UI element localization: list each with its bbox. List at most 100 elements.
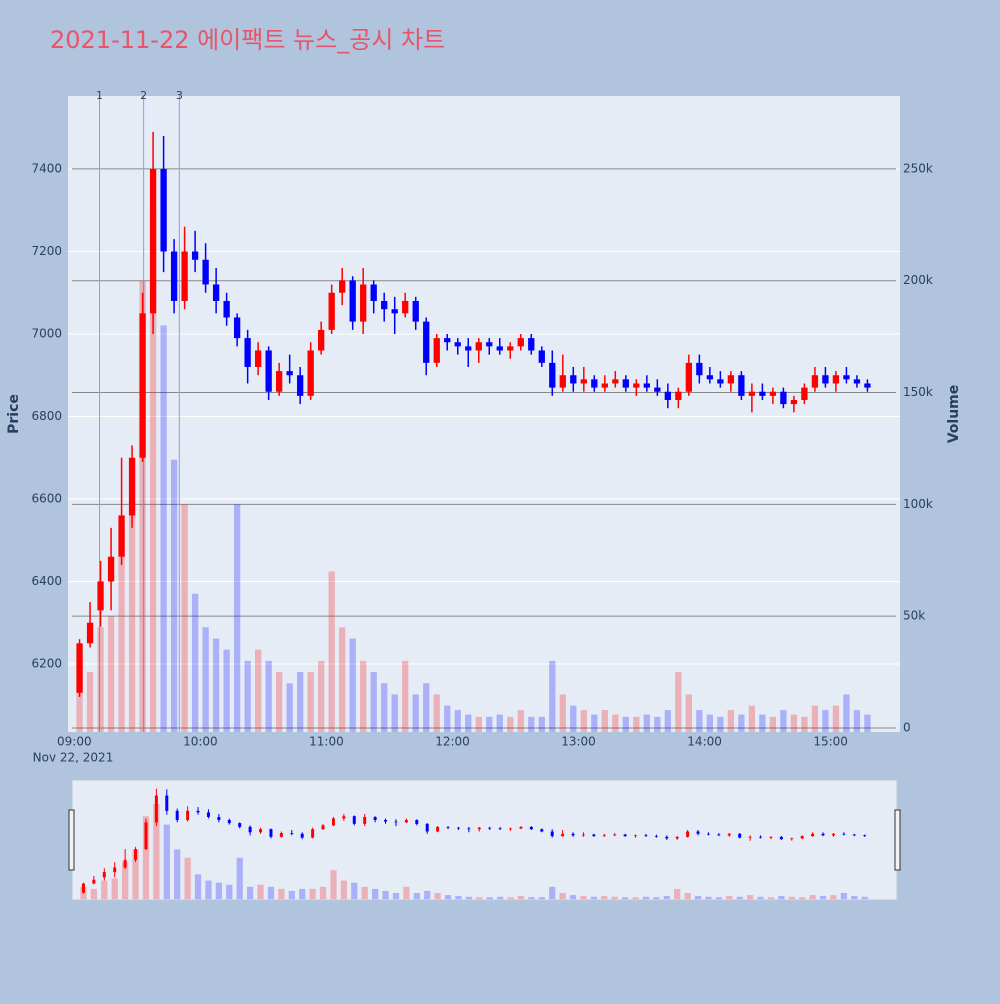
volume-bar <box>170 459 178 732</box>
mini-volume-bar <box>90 888 97 900</box>
candle-body <box>370 284 377 301</box>
candle-body <box>549 362 556 388</box>
candle-body <box>318 329 325 351</box>
candle-body <box>339 280 346 293</box>
volume-bar <box>507 716 514 732</box>
mini-volume-bar <box>153 803 160 900</box>
volume-bar <box>706 714 714 732</box>
mini-volume-bar <box>330 870 337 900</box>
y2-tick-label: 100k <box>903 497 933 511</box>
volume-bar <box>160 325 167 732</box>
candle-body <box>349 280 356 322</box>
range-handle[interactable] <box>894 809 901 871</box>
candle-body <box>853 379 861 384</box>
candle-body <box>843 375 850 380</box>
volume-bar <box>811 705 819 732</box>
volume-bar <box>254 649 262 732</box>
candle-body <box>276 371 283 392</box>
mini-volume-bar <box>392 893 400 900</box>
candle-body <box>160 169 167 252</box>
y2-tick-label: 200k <box>903 273 933 287</box>
candle-body <box>706 375 714 380</box>
candle-body <box>402 300 409 314</box>
volume-bar <box>486 716 493 732</box>
volume-bar <box>381 683 388 732</box>
candle-body <box>128 457 136 516</box>
mini-volume-bar <box>799 897 806 900</box>
mini-volume-bar <box>247 886 254 900</box>
mini-volume-bar <box>590 896 597 900</box>
candle-body <box>381 300 388 310</box>
mini-volume-bar <box>319 886 327 900</box>
candle-body <box>286 371 293 376</box>
mini-volume-bar <box>226 884 233 900</box>
mini-volume-bar <box>205 880 212 900</box>
candle-body <box>97 581 104 611</box>
mini-volume-bar <box>705 896 712 900</box>
mini-volume-bar <box>309 888 316 900</box>
range-handle[interactable] <box>68 809 75 871</box>
y-tick-label: 6200 <box>31 656 62 670</box>
x-tick-label: 10:00 <box>183 735 218 749</box>
candle-body <box>727 375 735 384</box>
mini-volume-bar <box>642 896 650 900</box>
y-tick-label: 6400 <box>31 574 62 588</box>
x-tick-label: 14:00 <box>687 735 722 749</box>
volume-bar <box>696 710 703 732</box>
candle-body <box>297 375 304 396</box>
candle-body <box>685 362 692 392</box>
mini-volume-bar <box>830 895 837 900</box>
candle-body <box>139 313 146 458</box>
volume-bar <box>86 672 94 732</box>
y-tick-label: 7200 <box>31 244 62 258</box>
mini-volume-bar <box>747 895 754 900</box>
y2-tick-label: 150k <box>903 385 933 399</box>
mini-volume-bar <box>382 890 389 900</box>
candle-body <box>118 515 125 557</box>
mini-volume-bar <box>559 893 566 900</box>
volume-bar <box>832 705 840 732</box>
candle-body <box>538 350 545 363</box>
range-slider[interactable] <box>71 779 898 901</box>
volume-bar <box>128 459 136 732</box>
mini-volume-bar <box>288 890 295 900</box>
candle-body <box>790 399 798 405</box>
candle-body <box>223 300 230 318</box>
mini-volume-bar <box>778 895 785 900</box>
mini-volume-bar <box>674 888 681 900</box>
mini-volume-bar <box>715 897 722 900</box>
volume-bar <box>570 705 577 732</box>
volume-bar <box>801 716 808 732</box>
candle-body <box>801 387 808 400</box>
volume-bar <box>738 714 745 732</box>
candle-body <box>633 383 640 388</box>
candle-body <box>265 350 272 392</box>
volume-bar <box>328 571 335 732</box>
volume-bar <box>465 714 472 732</box>
mini-volume-bar <box>767 897 775 900</box>
mini-volume-bar <box>580 895 587 900</box>
mini-volume-bar <box>788 896 795 900</box>
candle-body <box>244 338 251 367</box>
candle-body <box>612 379 619 384</box>
volume-bar <box>790 714 798 732</box>
volume-bar <box>496 714 503 732</box>
mini-volume-bar <box>601 895 608 900</box>
volume-bar <box>601 710 608 732</box>
mini-volume-bar <box>403 886 410 900</box>
candle-body <box>444 338 451 343</box>
y-tick-label: 6600 <box>31 491 62 505</box>
candle-body <box>212 284 220 301</box>
volume-bar <box>139 280 146 732</box>
candle-body <box>696 362 703 376</box>
annotation-label: 3 <box>176 89 183 102</box>
candle-body <box>465 346 472 351</box>
mini-volume-bar <box>861 896 868 900</box>
volume-bar <box>391 694 398 732</box>
volume-bar <box>402 660 409 732</box>
mini-volume-bar <box>174 849 181 900</box>
mini-volume-bar <box>142 816 150 900</box>
candle-body <box>759 391 766 396</box>
mini-volume-bar <box>340 880 347 900</box>
